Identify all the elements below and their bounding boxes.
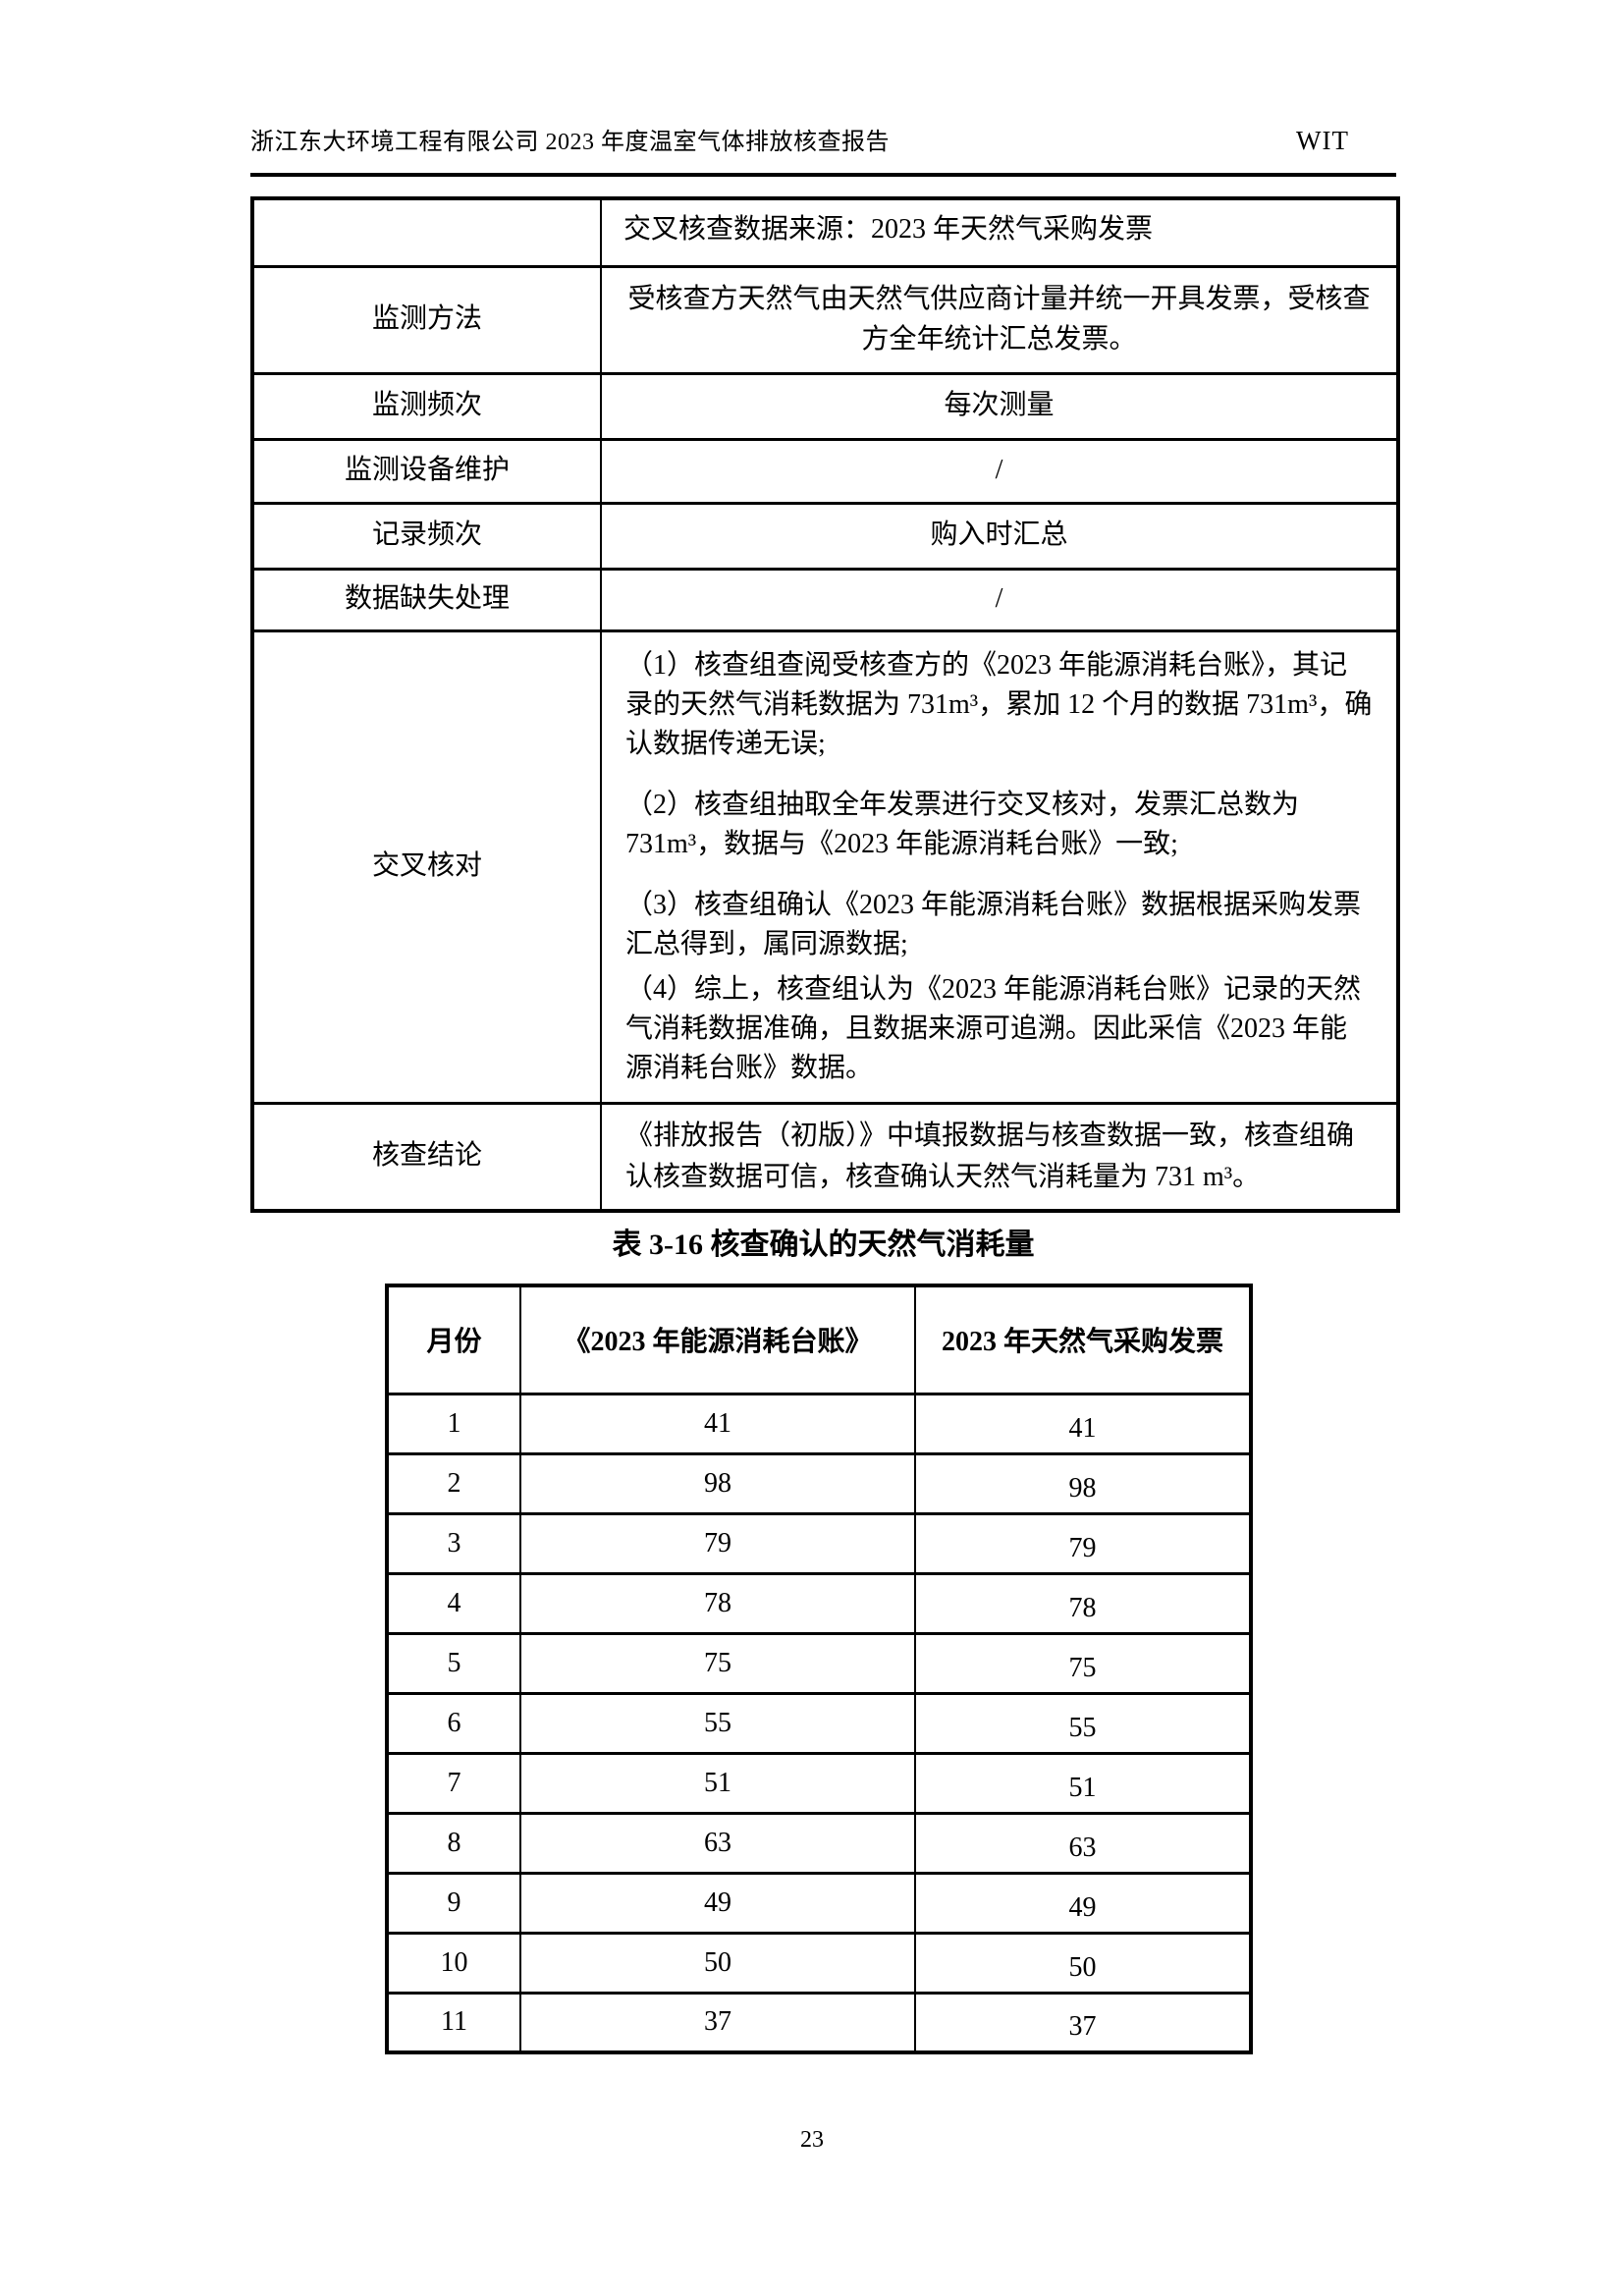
invoice-cell: 41 bbox=[914, 1392, 1252, 1455]
monitoring-table: 交叉核查数据来源：2023 年天然气采购发票 监测方法 受核查方天然气由天然气供… bbox=[250, 196, 1400, 1213]
invoice-cell: 98 bbox=[914, 1451, 1252, 1515]
invoice-cell: 37 bbox=[914, 1991, 1252, 2054]
table-row: 监测设备维护 / bbox=[251, 437, 1399, 505]
invoice-cell: 49 bbox=[914, 1871, 1252, 1935]
month-cell: 11 bbox=[386, 1991, 521, 2054]
invoice-cell: 55 bbox=[914, 1691, 1252, 1755]
table-row: 交叉核对 （1）核查组查阅受核查方的《2023 年能源消耗台账》，其记录的天然气… bbox=[251, 629, 1399, 1105]
row-label-cross-check: 交叉核对 bbox=[251, 629, 602, 1105]
month-cell: 1 bbox=[386, 1392, 521, 1455]
cross-check-paragraph-3: （3）核查组确认《2023 年能源消耗台账》数据根据采购发票汇总得到，属同源数据… bbox=[625, 889, 1362, 959]
table-row: 监测频次 每次测量 bbox=[251, 371, 1399, 441]
ledger-cell: 79 bbox=[519, 1511, 916, 1575]
ledger-cell: 50 bbox=[519, 1931, 916, 1995]
cross-check-paragraph-4: （4）综上，核查组认为《2023 年能源消耗台账》记录的天然气消耗数据准确，且数… bbox=[625, 973, 1362, 1083]
month-cell: 10 bbox=[386, 1931, 521, 1995]
consumption-table: 月份 《2023 年能源消耗台账》 2023 年天然气采购发票 1 41 41 … bbox=[385, 1284, 1253, 2054]
cross-check-detail: （1）核查组查阅受核查方的《2023 年能源消耗台账》，其记录的天然气消耗数据为… bbox=[600, 629, 1399, 1105]
header-title: 浙江东大环境工程有限公司 2023 年度温室气体排放核查报告 bbox=[250, 130, 890, 155]
month-cell: 3 bbox=[386, 1511, 521, 1575]
table-row: 5 75 75 bbox=[386, 1631, 1252, 1695]
table-3-16-caption: 表 3-16 核查确认的天然气消耗量 bbox=[612, 1229, 1035, 1261]
cross-check-source-value: 交叉核查数据来源：2023 年天然气采购发票 bbox=[600, 196, 1399, 268]
table-row: 记录频次 购入时汇总 bbox=[251, 501, 1399, 571]
header-mark-wit: WIT bbox=[1296, 126, 1349, 155]
table-row: 监测方法 受核查方天然气由天然气供应商计量并统一开具发票，受核查方全年统计汇总发… bbox=[251, 264, 1399, 375]
page-header: 浙江东大环境工程有限公司 2023 年度温室气体排放核查报告 WIT bbox=[250, 122, 1396, 156]
month-cell: 5 bbox=[386, 1631, 521, 1695]
table-row: 2 98 98 bbox=[386, 1451, 1252, 1515]
month-cell: 8 bbox=[386, 1811, 521, 1875]
equipment-maintenance-value: / bbox=[600, 437, 1399, 505]
ledger-cell: 55 bbox=[519, 1691, 916, 1755]
table-row: 9 49 49 bbox=[386, 1871, 1252, 1935]
record-frequency-value: 购入时汇总 bbox=[600, 501, 1399, 571]
table-row: 核查结论 《排放报告（初版）》中填报数据与核查数据一致，核查组确认核查数据可信，… bbox=[251, 1101, 1399, 1213]
table-row: 数据缺失处理 / bbox=[251, 567, 1399, 632]
table-row: 8 63 63 bbox=[386, 1811, 1252, 1875]
table-row: 11 37 37 bbox=[386, 1991, 1252, 2054]
ledger-cell: 37 bbox=[519, 1991, 916, 2054]
month-cell: 9 bbox=[386, 1871, 521, 1935]
invoice-cell: 75 bbox=[914, 1631, 1252, 1695]
ledger-cell: 51 bbox=[519, 1751, 916, 1815]
month-cell: 2 bbox=[386, 1451, 521, 1515]
page-number: 23 bbox=[800, 2127, 824, 2153]
header-rule bbox=[250, 173, 1396, 177]
col-header-ledger: 《2023 年能源消耗台账》 bbox=[519, 1284, 916, 1395]
monitoring-frequency-value: 每次测量 bbox=[600, 371, 1399, 441]
row-label-record-frequency: 记录频次 bbox=[251, 501, 602, 571]
row-label-equipment-maintenance: 监测设备维护 bbox=[251, 437, 602, 505]
ledger-cell: 49 bbox=[519, 1871, 916, 1935]
table-row: 6 55 55 bbox=[386, 1691, 1252, 1755]
cross-check-paragraph-2: （2）核查组抽取全年发票进行交叉核对，发票汇总数为 731m³，数据与《2023… bbox=[625, 789, 1300, 859]
invoice-cell: 79 bbox=[914, 1511, 1252, 1575]
row-label-verification-conclusion: 核查结论 bbox=[251, 1101, 602, 1213]
invoice-cell: 63 bbox=[914, 1811, 1252, 1875]
table-row: 1 41 41 bbox=[386, 1392, 1252, 1455]
verification-conclusion-value: 《排放报告（初版）》中填报数据与核查数据一致，核查组确认核查数据可信，核查确认天… bbox=[600, 1101, 1399, 1213]
invoice-cell: 51 bbox=[914, 1751, 1252, 1815]
table-row: 4 78 78 bbox=[386, 1571, 1252, 1635]
month-cell: 4 bbox=[386, 1571, 521, 1635]
ledger-cell: 75 bbox=[519, 1631, 916, 1695]
ledger-cell: 78 bbox=[519, 1571, 916, 1635]
month-cell: 6 bbox=[386, 1691, 521, 1755]
col-header-invoice: 2023 年天然气采购发票 bbox=[914, 1284, 1252, 1395]
table-row: 7 51 51 bbox=[386, 1751, 1252, 1815]
row-label-monitoring-frequency: 监测频次 bbox=[251, 371, 602, 441]
monitoring-method-value: 受核查方天然气由天然气供应商计量并统一开具发票，受核查方全年统计汇总发票。 bbox=[600, 264, 1399, 375]
table-row: 3 79 79 bbox=[386, 1511, 1252, 1575]
ledger-cell: 63 bbox=[519, 1811, 916, 1875]
invoice-cell: 78 bbox=[914, 1571, 1252, 1635]
row-label-missing-data-handling: 数据缺失处理 bbox=[251, 567, 602, 632]
month-cell: 7 bbox=[386, 1751, 521, 1815]
cross-check-paragraph-1: （1）核查组查阅受核查方的《2023 年能源消耗台账》，其记录的天然气消耗数据为… bbox=[625, 649, 1373, 759]
missing-data-handling-value: / bbox=[600, 567, 1399, 632]
col-header-month: 月份 bbox=[386, 1284, 521, 1395]
invoice-cell: 50 bbox=[914, 1931, 1252, 1995]
row-label-monitoring-method: 监测方法 bbox=[251, 264, 602, 375]
ledger-cell: 98 bbox=[519, 1451, 916, 1515]
ledger-cell: 41 bbox=[519, 1392, 916, 1455]
consumption-header-row: 月份 《2023 年能源消耗台账》 2023 年天然气采购发票 bbox=[386, 1284, 1252, 1395]
row-label-empty bbox=[251, 196, 602, 268]
table-row: 10 50 50 bbox=[386, 1931, 1252, 1995]
table-row: 交叉核查数据来源：2023 年天然气采购发票 bbox=[251, 196, 1399, 268]
